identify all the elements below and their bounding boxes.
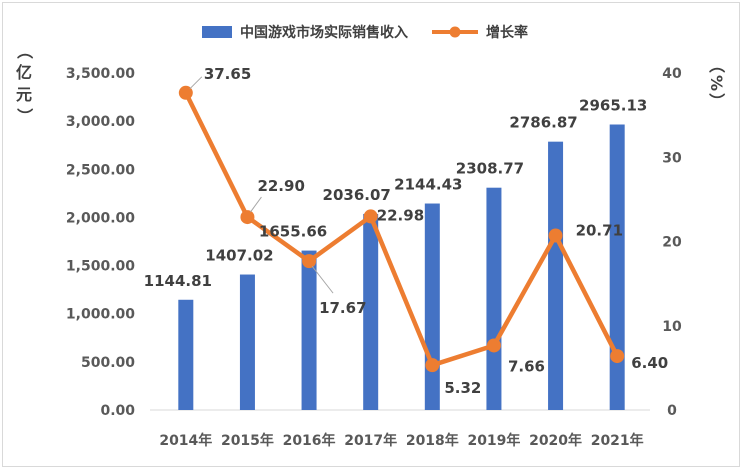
line-point [610,349,625,364]
bar-value-label: 1655.66 [259,223,327,241]
y-right-tick-label: 0 [667,403,677,419]
line-point [425,358,440,373]
bar-value-label: 2036.07 [323,186,391,204]
line-value-label: 37.65 [204,65,251,83]
label-leader-line [189,76,203,90]
line-value-label: 22.90 [257,177,304,195]
legend-swatch-marker [449,26,461,38]
y-left-tick-label: 3,000.00 [66,114,135,130]
line-value-label: 7.66 [508,357,545,375]
line-series [178,85,625,373]
line-point [178,85,193,100]
bar-value-label: 2308.77 [456,160,524,178]
legend-label-line: 增长率 [486,24,528,41]
line-point [486,338,501,353]
y-left-tick-label: 0.00 [100,403,135,419]
x-tick-label: 2019年 [467,432,520,449]
y-left-tick-label: 1,000.00 [66,307,135,323]
y-left-tick-label: 1,500.00 [66,259,135,275]
line-point [363,209,378,224]
bar [424,203,440,410]
y-right-title-char: % [707,75,726,91]
bar [239,274,255,410]
line-value-label: 20.71 [576,222,623,240]
legend-swatch-bar [202,26,232,38]
y-left-title-char: 元 [16,85,32,104]
y-left-title-char: （ [15,43,34,59]
y-left-title-char: ） [15,108,34,124]
bar [301,250,317,410]
x-tick-label: 2018年 [406,432,459,449]
line-value-label: 5.32 [444,379,481,397]
bar [486,187,502,410]
line-value-label: 6.40 [631,354,668,372]
line-point [240,210,255,225]
y-right-tick-label: 20 [662,235,682,251]
y-right-tick-label: 30 [662,150,682,166]
line-value-label: 22.98 [377,206,424,224]
y-left-axis-title: （ 亿 元 ） [15,43,34,124]
x-axis-ticks: 2014年 2015年 2016年 2017年 2018年 2019年 2020年 2021年 [159,432,643,449]
line-point [302,254,317,269]
legend-label-bar: 中国游戏市场实际销售收入 [240,24,408,41]
y-right-ticks: 0 10 20 30 40 [662,66,682,419]
x-tick-label: 2014年 [159,432,212,449]
x-tick-label: 2016年 [283,432,336,449]
y-right-tick-label: 40 [662,66,682,82]
label-leader-line [250,196,262,213]
y-left-tick-label: 2,500.00 [66,162,135,178]
bar [609,124,625,411]
y-right-title-char: ） [707,93,726,109]
bar-value-label: 2786.87 [509,114,577,132]
bar-value-label: 2965.13 [579,97,647,115]
y-right-title-char: （ [707,57,726,73]
x-tick-label: 2021年 [591,432,644,449]
y-left-tick-label: 500.00 [81,355,135,371]
y-left-tick-label: 3,500.00 [66,66,135,82]
x-tick-label: 2020年 [529,432,582,449]
bar [178,299,194,410]
line-point [548,228,563,243]
bar-value-label: 2144.43 [394,176,462,194]
y-right-axis-title: （ % ） [707,57,726,109]
y-left-tick-label: 2,000.00 [66,210,135,226]
bar-series [178,124,625,411]
label-leader-line [311,265,334,294]
x-tick-label: 2017年 [344,432,397,449]
bar [548,141,564,410]
bar-value-label: 1407.02 [205,247,273,265]
data-labels: 1144.81 1407.02 1655.66 2036.072144.432308.… [144,65,669,397]
bar [363,213,379,410]
line-value-label: 17.67 [319,299,366,317]
y-left-ticks: 0.00 500.00 1,000.00 1,500.00 2,000.00 2,500.… [66,66,135,419]
growth-line [183,91,620,368]
y-right-tick-label: 10 [662,319,682,335]
bar-value-label: 1144.81 [144,272,212,290]
x-tick-label: 2015年 [221,432,274,449]
y-left-title-char: 亿 [16,63,32,82]
legend: 中国游戏市场实际销售收入 增长率 [202,24,528,41]
